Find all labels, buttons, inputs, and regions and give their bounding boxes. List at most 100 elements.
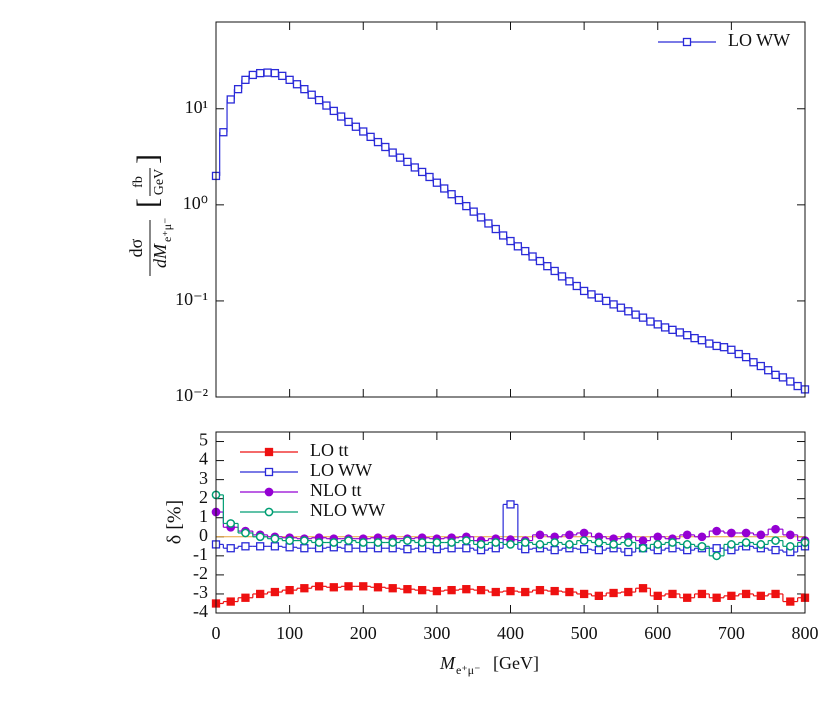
marker [358, 538, 368, 547]
marker [697, 336, 707, 345]
marker [521, 246, 530, 256]
marker [638, 543, 648, 553]
y-tick-label: 3 [199, 468, 208, 488]
marker [785, 530, 795, 540]
marker [624, 587, 633, 597]
x-label-unit: [GeV] [493, 653, 539, 673]
marker [359, 127, 368, 136]
marker [300, 536, 309, 545]
marker [638, 536, 648, 545]
marker [226, 519, 236, 528]
marker [432, 586, 442, 596]
marker [550, 266, 559, 276]
y-tick-label: 4 [199, 449, 208, 469]
marker [712, 551, 722, 561]
y-label-numerator: dσ [126, 238, 146, 257]
marker [395, 153, 405, 162]
marker [403, 545, 412, 554]
marker [462, 201, 471, 211]
y-label-unit-numerator: fb [131, 176, 146, 188]
marker [344, 117, 353, 127]
marker [381, 142, 390, 152]
marker [329, 583, 338, 592]
marker [388, 584, 397, 593]
marker [226, 597, 235, 606]
marker [506, 500, 515, 509]
y-tick-label: 10¹ [185, 97, 208, 117]
marker [417, 585, 427, 595]
marker [440, 184, 449, 193]
marker [624, 307, 633, 316]
marker [285, 536, 294, 545]
y-label-unit-denominator: GeV [152, 169, 167, 195]
marker [572, 281, 581, 291]
marker [756, 530, 766, 540]
x-tick-label: 500 [571, 623, 598, 643]
marker [727, 540, 736, 549]
marker [668, 538, 677, 547]
marker [256, 589, 265, 599]
marker [263, 68, 272, 77]
marker [506, 236, 515, 246]
marker [513, 242, 523, 251]
x-tick-label: 400 [497, 623, 524, 643]
marker [623, 538, 633, 547]
marker [535, 585, 545, 595]
marker [373, 538, 383, 547]
marker [741, 589, 751, 599]
bracket: [ [131, 198, 164, 208]
legend-label: LO WW [728, 30, 790, 50]
marker [778, 373, 788, 382]
y-axis-label: dσ dM e⁺μ⁻ [ fb GeV ] [126, 154, 174, 276]
marker [786, 597, 795, 606]
marker [255, 532, 265, 542]
marker [476, 540, 486, 549]
marker [579, 286, 589, 296]
legend-label: NLO WW [310, 500, 385, 520]
marker [241, 75, 250, 84]
marker [771, 589, 780, 599]
marker [535, 540, 545, 549]
marker [749, 358, 758, 367]
marker [712, 544, 721, 553]
marker [307, 90, 316, 99]
marker [668, 589, 677, 599]
legend-label: LO WW [310, 460, 372, 480]
marker [535, 530, 545, 540]
marker [491, 538, 501, 547]
x-tick-label: 300 [423, 623, 450, 643]
marker [491, 587, 500, 597]
bracket: ] [131, 154, 164, 164]
marker [403, 157, 412, 167]
marker [506, 540, 515, 549]
y-tick-label: -2 [193, 563, 208, 583]
marker [793, 381, 802, 391]
marker [337, 112, 346, 121]
marker [300, 85, 309, 94]
marker [403, 585, 412, 594]
x-label-subscript: e⁺μ⁻ [456, 663, 480, 677]
marker [403, 536, 412, 545]
marker [579, 528, 589, 538]
x-tick-label: 600 [644, 623, 671, 643]
marker [565, 277, 574, 286]
marker [233, 85, 243, 94]
marker [712, 593, 721, 602]
marker [756, 591, 765, 601]
marker [432, 178, 442, 187]
marker [734, 349, 743, 359]
marker [756, 540, 766, 549]
marker [484, 219, 493, 228]
marker [226, 95, 235, 104]
marker [741, 528, 751, 538]
marker [579, 536, 589, 545]
marker [624, 547, 633, 557]
y-label-subscript: e⁺μ⁻ [160, 218, 174, 242]
marker [638, 313, 648, 322]
marker [594, 545, 603, 555]
marker [264, 507, 274, 517]
legend-label: LO tt [310, 440, 349, 460]
marker [417, 538, 427, 547]
